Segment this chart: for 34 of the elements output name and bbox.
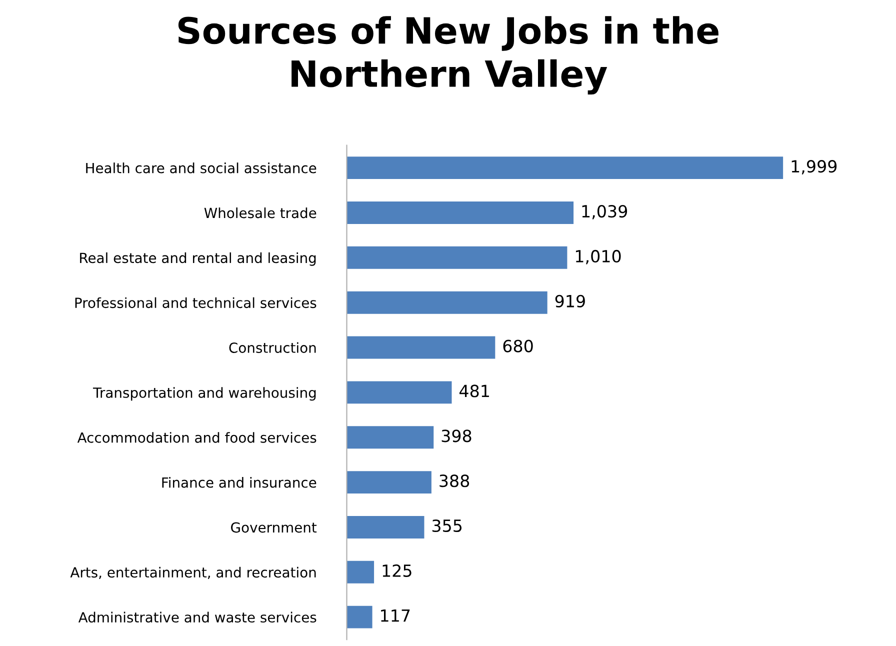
data-label: 388 [440,474,470,488]
bar [346,471,432,494]
y-tick-label: Real estate and rental and leasing [80,252,316,266]
bar [346,426,434,449]
chart-title: Sources of New Jobs in the Northern Valley [178,16,718,95]
bar [346,291,548,314]
bar [346,246,568,269]
bar [346,560,374,584]
y-tick-label: Wholesale trade [204,207,316,218]
bar [346,516,424,538]
bar [346,606,372,628]
y-tick-label: Professional and technical services [75,297,316,308]
data-label: 355 [432,519,462,532]
bar [346,202,574,224]
data-label: 1,010 [576,250,621,264]
data-label: 398 [442,430,472,442]
y-tick-label: Transportation and warehousing [92,387,316,401]
y-tick-label: Health care and social assistance [86,162,316,174]
bar [346,336,496,359]
data-label: 1,039 [582,204,628,220]
bar [346,156,784,180]
y-tick-label: Accommodation and food services [77,432,316,443]
y-tick-label: Construction [229,342,316,353]
bar [346,381,452,404]
y-tick-label: Arts, entertainment, and recreation [70,566,316,580]
y-tick-label: Finance and insurance [162,477,316,488]
data-label: 481 [459,384,489,398]
y-tick-label: Administrative and waste services [78,612,316,623]
y-tick-label: Government [231,522,317,533]
data-label: 117 [381,610,410,622]
data-label: 680 [503,340,533,352]
data-label: 1,999 [792,160,837,174]
data-label: 125 [382,564,412,577]
data-label: 919 [555,294,585,308]
